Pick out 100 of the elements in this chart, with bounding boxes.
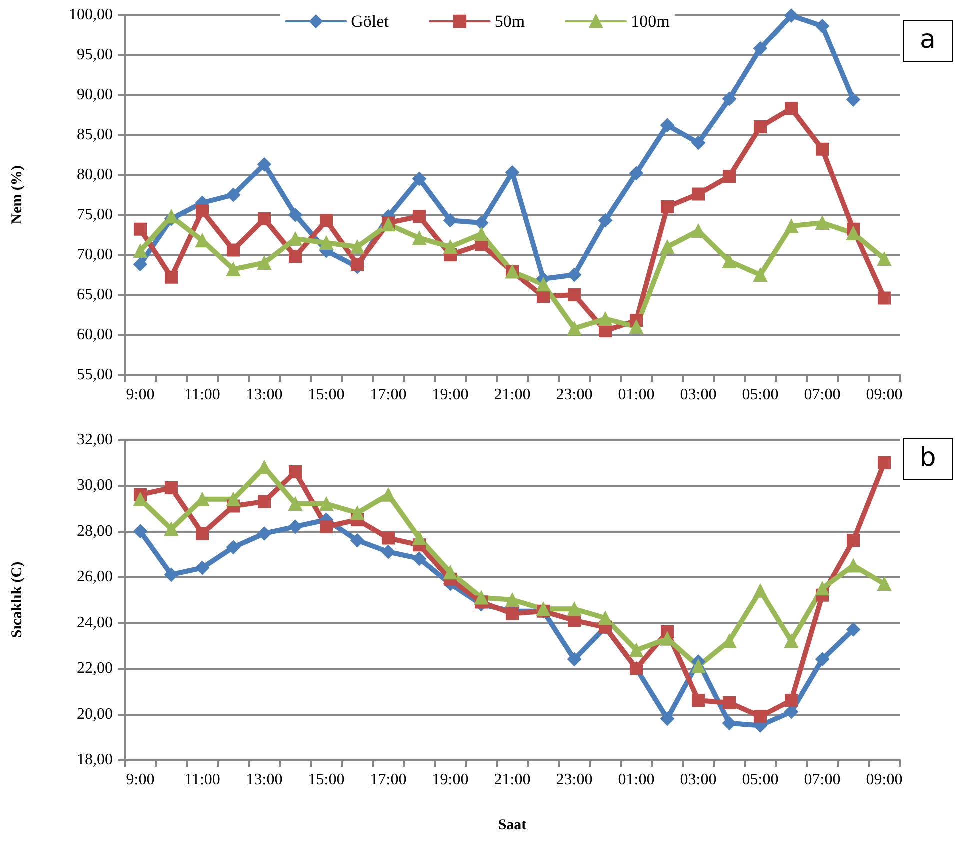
point xyxy=(784,634,798,648)
point xyxy=(382,545,396,559)
point xyxy=(568,288,581,302)
x-tick-label: 09:00 xyxy=(866,386,903,404)
point xyxy=(289,466,302,478)
y-tick-label: 90,00 xyxy=(77,86,113,104)
x-tick-label: 07:00 xyxy=(804,386,841,404)
x-tick-label: 9:00 xyxy=(126,386,155,404)
x-tick-label: 13:00 xyxy=(246,772,283,788)
y-tick-label: 22,00 xyxy=(77,660,113,678)
legend-label: 50m xyxy=(494,12,526,31)
point xyxy=(754,42,768,56)
x-tick-label: 09:00 xyxy=(866,772,903,788)
y-tick-label: 26,00 xyxy=(77,568,113,586)
point xyxy=(536,278,550,292)
point xyxy=(568,322,582,336)
point xyxy=(692,136,706,150)
point xyxy=(444,214,458,228)
point xyxy=(351,258,364,272)
y-tick-label: 20,00 xyxy=(77,706,113,723)
point xyxy=(196,527,209,540)
y-tick-label: 100,00 xyxy=(69,6,113,24)
point xyxy=(754,268,768,282)
y-tick-label: 18,00 xyxy=(77,752,113,768)
x-axis-title: Saat xyxy=(498,818,527,834)
point xyxy=(134,222,147,236)
point xyxy=(134,492,148,506)
point xyxy=(444,240,458,254)
x-tick-label: 23:00 xyxy=(556,386,593,404)
point xyxy=(722,92,736,106)
point xyxy=(660,118,674,132)
point xyxy=(165,482,178,494)
point xyxy=(412,172,426,186)
point xyxy=(288,497,302,511)
point xyxy=(258,526,272,541)
y-tick-label: 55,00 xyxy=(77,366,113,384)
point xyxy=(164,210,178,224)
point xyxy=(226,492,240,506)
text: b xyxy=(903,438,953,480)
y-tick-label: 85,00 xyxy=(77,126,113,144)
point xyxy=(846,226,860,240)
point xyxy=(723,170,736,184)
y-tick-label: 60,00 xyxy=(77,326,113,344)
point xyxy=(816,582,830,596)
y-tick-label: 75,00 xyxy=(77,206,113,224)
point xyxy=(722,254,736,268)
point xyxy=(878,292,891,305)
point xyxy=(722,716,736,730)
point xyxy=(816,142,829,156)
point xyxy=(846,558,860,573)
point xyxy=(196,204,209,218)
y-tick-label: 70,00 xyxy=(77,246,113,264)
x-tick-label: 07:00 xyxy=(804,772,841,788)
y-tick-label: 30,00 xyxy=(77,477,113,494)
point xyxy=(506,166,520,180)
point xyxy=(785,102,798,116)
point xyxy=(568,602,582,616)
point xyxy=(754,120,767,134)
point xyxy=(320,497,334,511)
point xyxy=(413,210,426,224)
point xyxy=(878,577,892,591)
point xyxy=(660,712,674,726)
point xyxy=(412,531,426,546)
point xyxy=(630,643,644,658)
x-tick-label: 23:00 xyxy=(556,772,593,788)
y-tick-label: 32,00 xyxy=(77,432,113,448)
point xyxy=(320,214,333,228)
x-tick-label: 05:00 xyxy=(742,772,779,788)
point xyxy=(350,534,364,548)
point xyxy=(784,705,798,719)
point xyxy=(227,244,240,257)
text: a xyxy=(903,20,953,62)
x-tick-label: 21:00 xyxy=(494,386,531,404)
point xyxy=(692,659,706,674)
point xyxy=(816,216,830,230)
point xyxy=(506,593,520,607)
point xyxy=(288,208,302,222)
point xyxy=(226,188,240,202)
legend-label: Gölet xyxy=(351,12,390,31)
point xyxy=(878,252,892,266)
x-tick-label: 17:00 xyxy=(370,386,407,404)
point xyxy=(226,540,240,554)
y-axis-title: Sıcaklık (C) xyxy=(10,562,26,638)
point xyxy=(754,710,767,724)
y-tick-label: 65,00 xyxy=(77,286,113,304)
point xyxy=(784,8,798,23)
point xyxy=(506,607,519,620)
point xyxy=(350,506,364,520)
point xyxy=(382,218,396,232)
point xyxy=(660,240,674,254)
y-tick-label: 24,00 xyxy=(77,614,113,632)
point xyxy=(598,214,612,228)
x-tick-label: 13:00 xyxy=(246,386,283,404)
x-tick-label: 17:00 xyxy=(370,772,407,788)
point xyxy=(754,584,768,598)
point xyxy=(350,240,364,254)
point xyxy=(598,312,612,326)
x-tick-label: 15:00 xyxy=(308,386,345,404)
point xyxy=(692,694,705,708)
point xyxy=(474,216,488,230)
